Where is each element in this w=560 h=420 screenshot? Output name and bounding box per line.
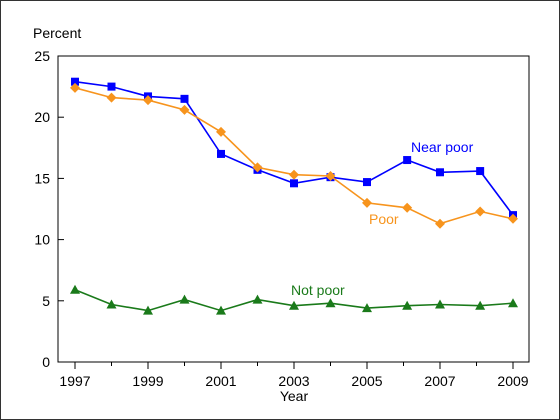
data-point-not-poor (325, 298, 336, 308)
data-point-poor (216, 126, 226, 137)
series-layer (70, 77, 518, 315)
data-point-not-poor (216, 305, 226, 315)
x-tick-label: 1997 (59, 373, 90, 389)
data-point-not-poor (252, 294, 263, 304)
series-label-not-poor: Not poor (291, 282, 345, 298)
y-tick-label: 15 (34, 170, 50, 186)
data-point-poor (435, 218, 445, 229)
data-point-poor (143, 95, 153, 106)
data-point-not-poor (435, 299, 445, 309)
x-tick-label: 1999 (132, 373, 163, 389)
x-tick-label: 2005 (351, 373, 382, 389)
x-tick-label: 2003 (278, 373, 309, 389)
y-tick-label: 10 (34, 232, 50, 248)
plot-border (57, 55, 530, 363)
data-point-not-poor (70, 284, 80, 294)
data-point-near-poor (71, 77, 79, 86)
data-point-near-poor (476, 167, 485, 176)
data-point-poor (475, 206, 486, 217)
y-tick-label: 25 (34, 48, 50, 64)
series-label-poor: Poor (369, 211, 399, 227)
x-tick-label: 2009 (497, 373, 528, 389)
data-point-near-poor (180, 94, 189, 103)
data-point-poor (70, 82, 80, 93)
data-point-poor (289, 169, 299, 180)
data-point-near-poor (217, 149, 225, 158)
series-line-poor (74, 87, 514, 225)
data-point-not-poor (362, 303, 372, 313)
data-point-poor (106, 92, 117, 103)
x-tick-label: 2001 (205, 373, 236, 389)
data-point-near-poor (290, 179, 298, 188)
data-point-not-poor (508, 298, 518, 308)
y-tick-label: 0 (42, 354, 50, 370)
data-point-poor (325, 170, 336, 181)
axes: 0 5 10 15 20 25 1997 1999 2001 2003 2005 2007 2009 (34, 48, 530, 389)
data-point-poor (508, 213, 518, 224)
x-axis-label: Year (280, 388, 309, 404)
data-point-near-poor (363, 178, 371, 187)
data-point-poor (252, 162, 263, 173)
x-tick-label: 2007 (424, 373, 455, 389)
data-point-poor (362, 197, 372, 208)
data-point-poor (402, 202, 413, 213)
data-point-not-poor (289, 300, 299, 310)
data-point-not-poor (179, 294, 190, 304)
series-label-near-poor: Near poor (411, 139, 474, 155)
y-tick-label: 20 (34, 109, 50, 125)
data-point-poor (179, 104, 190, 115)
y-tick-label: 5 (42, 293, 50, 309)
data-point-near-poor (403, 156, 412, 165)
data-point-near-poor (107, 82, 116, 91)
y-axis-label: Percent (33, 25, 81, 41)
data-point-not-poor (402, 300, 413, 310)
data-point-near-poor (436, 168, 444, 177)
data-point-not-poor (475, 300, 486, 310)
data-point-not-poor (106, 299, 117, 309)
data-point-not-poor (143, 305, 153, 315)
